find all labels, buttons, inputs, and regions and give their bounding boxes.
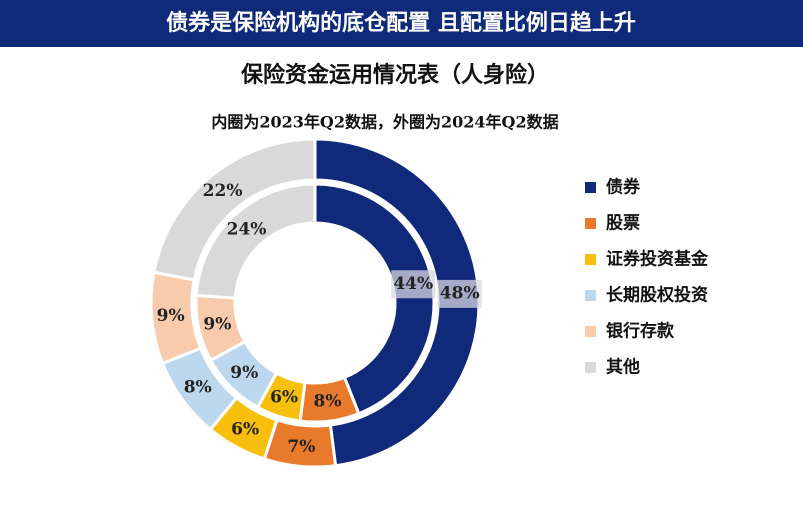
- legend-label: 银行存款: [606, 321, 675, 342]
- donut-slice: [194, 182, 317, 300]
- donut-slice: [152, 137, 317, 282]
- donut-slice: [313, 182, 436, 416]
- banner-text: 债券是保险机构的底仓配置 且配置比例日趋上升: [166, 10, 636, 36]
- value-label: 22%: [203, 181, 243, 201]
- value-label: 6%: [231, 420, 259, 440]
- chart-title: 保险资金运用情况表（人身险）: [240, 62, 549, 88]
- banner-bar: [0, 0, 803, 47]
- legend-label: 债券: [606, 177, 641, 198]
- legend-swatch: [585, 290, 596, 301]
- value-label: 44%: [393, 274, 433, 294]
- legend-swatch: [585, 326, 596, 337]
- value-label: 24%: [227, 220, 267, 240]
- legend-label: 长期股权投资: [606, 285, 708, 306]
- value-label: 8%: [314, 392, 342, 412]
- legend-label: 其他: [606, 357, 640, 378]
- legend-swatch: [585, 182, 596, 193]
- legend-swatch: [585, 362, 596, 373]
- legend-label: 股票: [606, 214, 640, 234]
- value-label: 6%: [270, 388, 298, 408]
- value-label: 9%: [203, 314, 231, 334]
- chart-subtitle: 内圈为2023年Q2数据，外圈为2024年Q2数据: [211, 113, 558, 132]
- donut-slice: [313, 137, 481, 468]
- legend-swatch: [585, 218, 596, 229]
- label-box: [437, 279, 482, 308]
- value-label: 9%: [230, 363, 258, 383]
- value-label: 7%: [287, 437, 315, 457]
- legend-label: 证券投资基金: [606, 249, 709, 270]
- value-label: 8%: [184, 378, 212, 398]
- label-box: [391, 270, 436, 299]
- value-label: 48%: [440, 283, 480, 303]
- legend-swatch: [585, 254, 596, 265]
- value-label: 9%: [157, 306, 185, 326]
